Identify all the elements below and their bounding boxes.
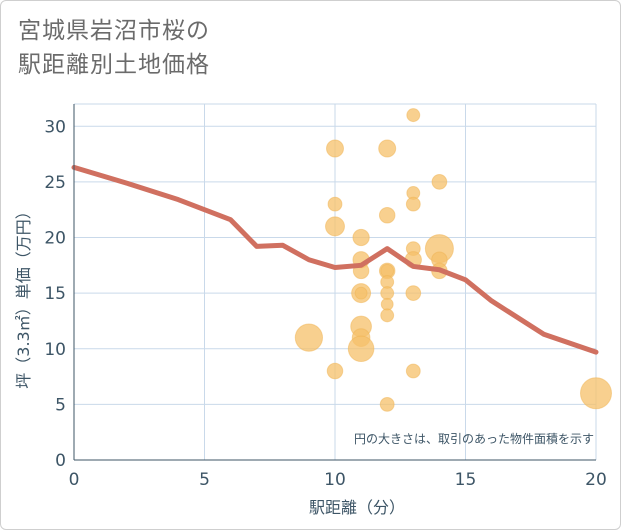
x-tick-label: 20 bbox=[585, 470, 607, 490]
bubble-point bbox=[352, 228, 370, 247]
x-tick-label: 5 bbox=[199, 470, 210, 490]
y-tick-label: 10 bbox=[44, 340, 66, 360]
bubble-point bbox=[327, 196, 343, 212]
bubble-point bbox=[354, 286, 368, 300]
bubble-point bbox=[378, 139, 397, 158]
bubble-point bbox=[380, 286, 395, 301]
y-tick-label: 5 bbox=[55, 395, 66, 415]
x-tick-labels: 0 5 10 15 20 bbox=[69, 470, 607, 490]
trend-line bbox=[71, 164, 599, 355]
y-tick-label: 15 bbox=[44, 284, 66, 304]
title-line-2: 駅距離別土地価格 bbox=[18, 52, 210, 78]
y-axis-title: 坪（3.3㎡）単価（万円） bbox=[14, 203, 33, 388]
bubble-point bbox=[325, 216, 345, 237]
size-note: 円の大きさは、取引のあった物件面積を示す bbox=[354, 431, 594, 446]
bubble-point bbox=[405, 285, 422, 301]
y-tick-label: 20 bbox=[44, 229, 66, 249]
title-line-1: 宮城県岩沼市桜の bbox=[18, 18, 210, 44]
bubble-point bbox=[379, 396, 395, 412]
y-tick-label: 25 bbox=[44, 173, 66, 193]
bubble-point bbox=[431, 174, 448, 190]
bubble-point bbox=[405, 363, 421, 379]
bubble-series bbox=[294, 108, 612, 412]
y-tick-label: 0 bbox=[55, 451, 66, 471]
bubble-point bbox=[294, 323, 324, 352]
bubble-point bbox=[347, 335, 375, 363]
bubble-point bbox=[378, 206, 396, 224]
x-tick-label: 0 bbox=[69, 470, 80, 490]
bubble-point bbox=[380, 297, 394, 311]
bubble-point bbox=[406, 108, 421, 123]
trend-line-group bbox=[71, 164, 599, 355]
x-tick-label: 10 bbox=[324, 470, 346, 490]
bubble-point bbox=[326, 139, 344, 158]
x-tick-label: 15 bbox=[455, 470, 477, 490]
bubble-point bbox=[580, 377, 612, 410]
chart-title: 宮城県岩沼市桜の 駅距離別土地価格 bbox=[18, 14, 210, 82]
bubble-point bbox=[380, 308, 395, 323]
y-tick-label: 30 bbox=[44, 117, 66, 137]
axes bbox=[73, 104, 596, 461]
y-tick-labels: 0 5 10 15 20 25 30 bbox=[44, 117, 66, 471]
bubble-point bbox=[405, 196, 421, 212]
x-axis-title: 駅距離（分） bbox=[309, 498, 405, 517]
bubble-point bbox=[326, 362, 344, 380]
